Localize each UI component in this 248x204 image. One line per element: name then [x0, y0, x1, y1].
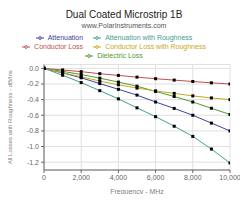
svg-text:6,000: 6,000 [147, 174, 165, 181]
svg-text:-0.2: -0.2 [27, 80, 39, 87]
html-text:Conductor Loss: Conductor Loss [34, 43, 84, 51]
html-text:Dual Coated Microstrip 1B: Dual Coated Microstrip 1B [65, 9, 183, 20]
html-text:Dielectric Loss: Dielectric Loss [97, 52, 143, 60]
svg-text:-0.8: -0.8 [27, 127, 39, 134]
svg-text:0.0: 0.0 [29, 65, 39, 72]
svg-text:-0.6: -0.6 [27, 112, 39, 119]
html-text:Attenuation with Roughness: Attenuation with Roughness [105, 34, 193, 41]
svg-text:Frequency - MHz: Frequency - MHz [110, 188, 164, 194]
html-text:www.PolarInstruments.com: www.PolarInstruments.com [81, 22, 167, 29]
svg-text:8,000: 8,000 [184, 174, 202, 181]
svg-text:-1.0: -1.0 [27, 143, 39, 150]
svg-text:All Losses with Roughness - dB: All Losses with Roughness - dB/Ins [8, 70, 13, 164]
svg-text:4,000: 4,000 [110, 174, 128, 181]
svg-text:-1.2: -1.2 [27, 159, 39, 166]
html-text:Conductor Loss with Roughness: Conductor Loss with Roughness [105, 43, 206, 51]
svg-text:0: 0 [42, 174, 46, 181]
svg-text:2,000: 2,000 [72, 174, 90, 181]
html-text:Attenuation: Attenuation [47, 34, 84, 41]
svg-text:10,000: 10,000 [219, 174, 240, 181]
svg-text:-0.4: -0.4 [27, 96, 39, 103]
